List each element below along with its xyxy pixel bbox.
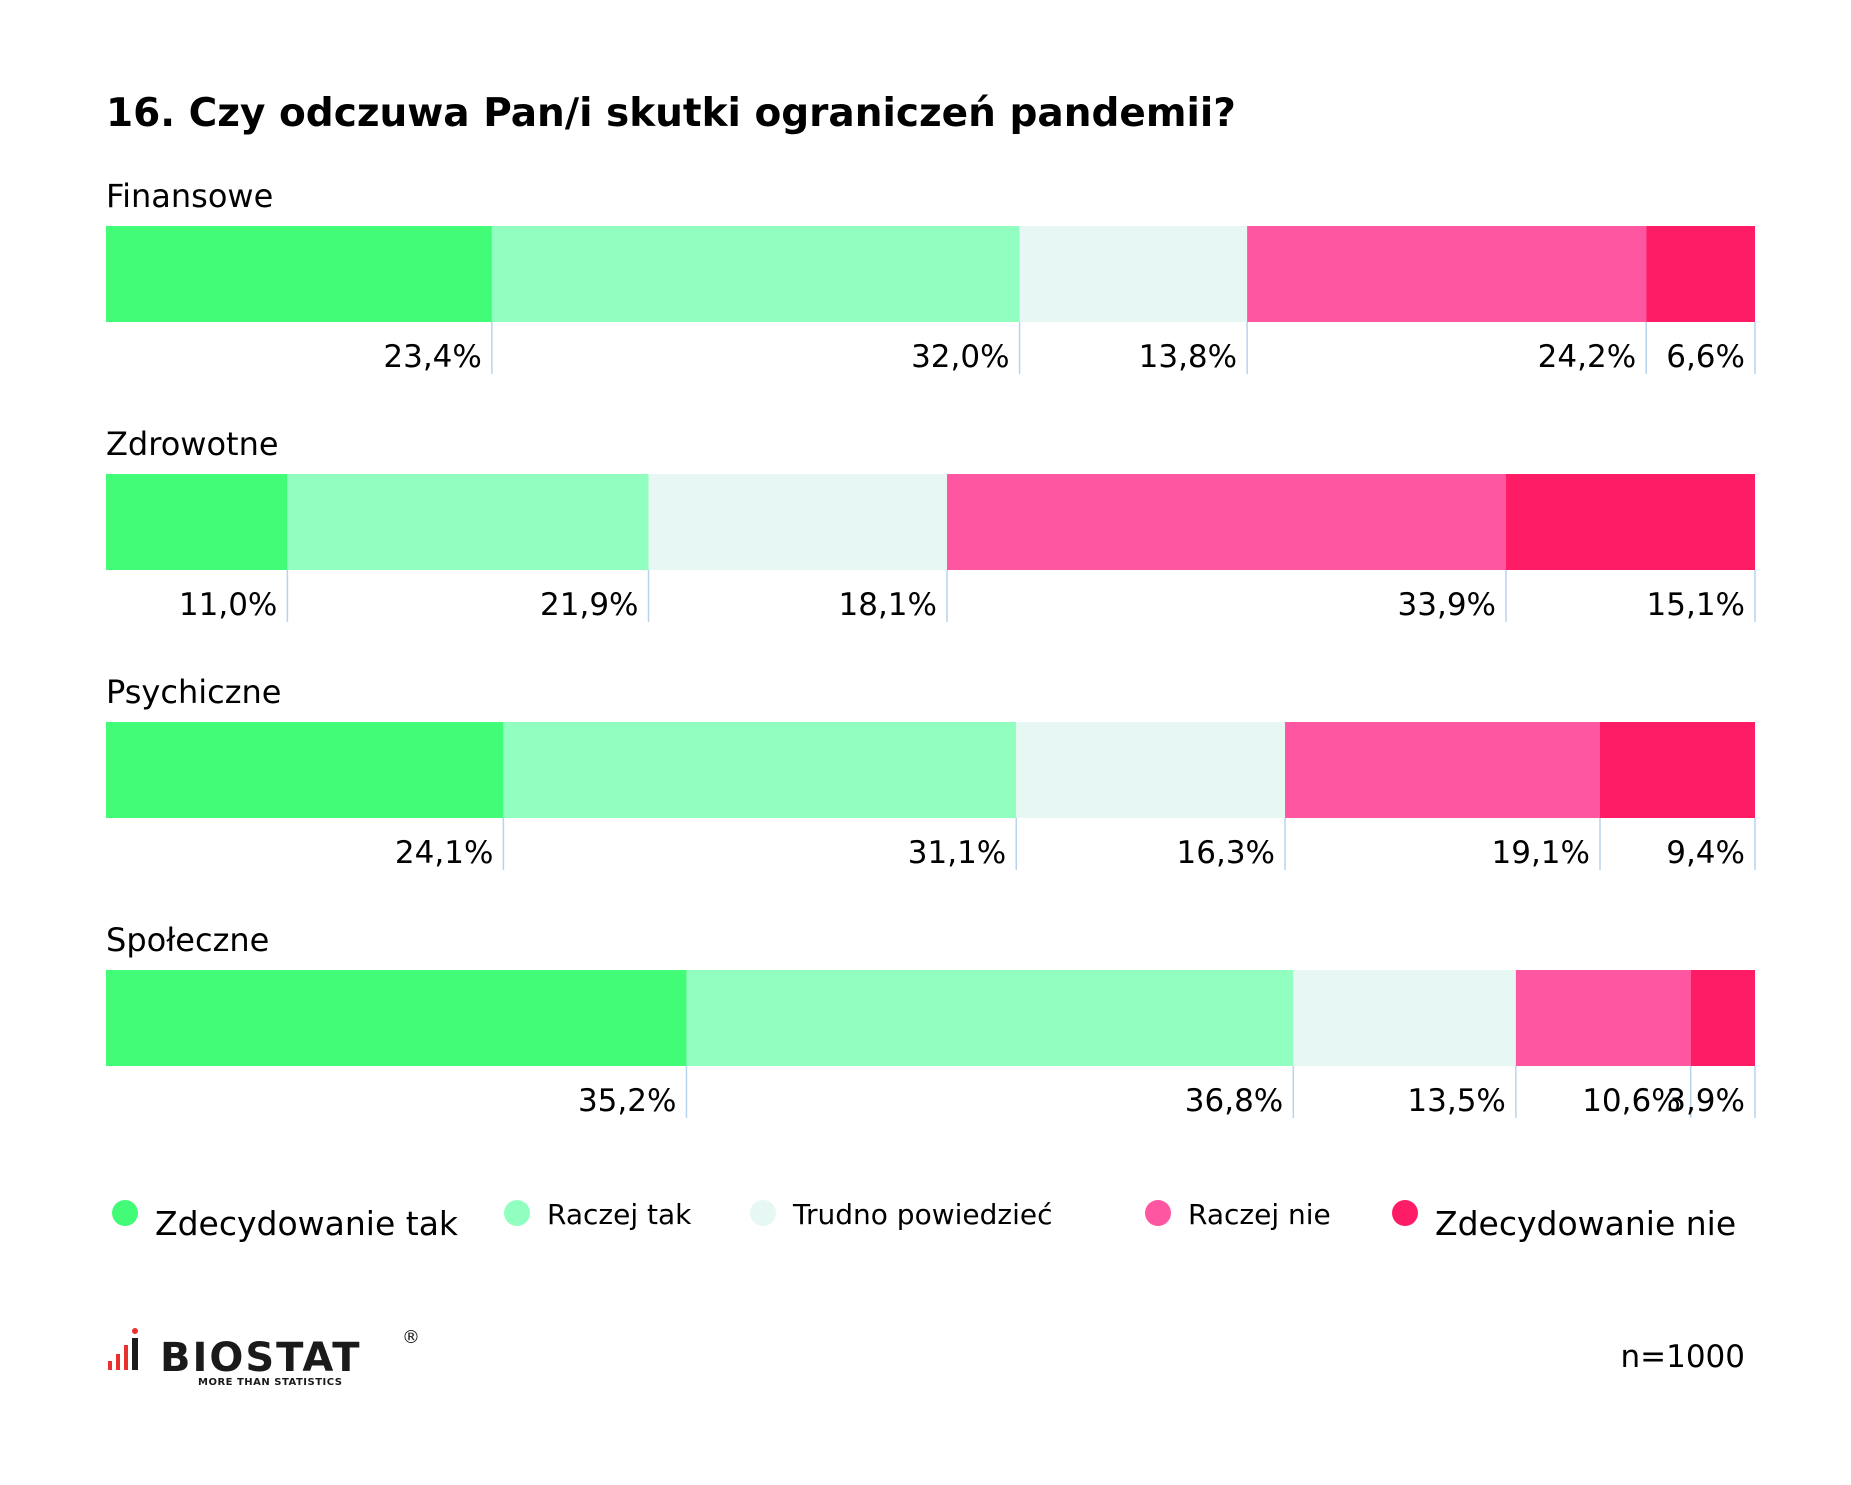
value-label: 16,3% — [1177, 835, 1275, 871]
logo-registered-mark: ® — [402, 1327, 420, 1348]
bar-segment — [106, 474, 288, 570]
bar-segment — [1506, 474, 1755, 570]
legend-label: Trudno powiedzieć — [792, 1198, 1052, 1231]
category-label: Psychiczne — [106, 673, 281, 711]
bar-segment — [1690, 970, 1755, 1066]
legend-label: Raczej tak — [547, 1198, 692, 1231]
bar-segment — [686, 970, 1294, 1066]
bar-segment — [1247, 226, 1647, 322]
logo-bars-icon — [108, 1328, 138, 1370]
value-label: 21,9% — [540, 587, 638, 623]
bar-segment — [648, 474, 947, 570]
legend-swatch — [112, 1200, 138, 1226]
legend-label: Raczej nie — [1188, 1198, 1331, 1231]
legend-swatch — [504, 1200, 530, 1226]
value-label: 33,9% — [1398, 587, 1496, 623]
bar-segment — [287, 474, 649, 570]
bar-segment — [1019, 226, 1248, 322]
bar-segment — [491, 226, 1020, 322]
value-label: 10,6% — [1582, 1083, 1680, 1119]
value-label: 24,1% — [395, 835, 493, 871]
value-label: 9,4% — [1666, 835, 1745, 871]
bar-segment — [1285, 722, 1600, 818]
category-label: Społeczne — [106, 921, 269, 959]
value-label: 13,8% — [1139, 339, 1237, 375]
bar-segment — [503, 722, 1017, 818]
logo-tagline: MORE THAN STATISTICS — [198, 1377, 342, 1388]
value-label: 23,4% — [383, 339, 481, 375]
value-label: 11,0% — [179, 587, 277, 623]
category-label: Zdrowotne — [106, 425, 279, 463]
value-label: 24,2% — [1538, 339, 1636, 375]
value-label: 31,1% — [908, 835, 1006, 871]
value-label: 19,1% — [1492, 835, 1590, 871]
bar-segment — [1016, 722, 1286, 818]
bar-segment — [106, 722, 504, 818]
bar-segment — [1293, 970, 1516, 1066]
biostat-logo: BIOSTAT ® MORE THAN STATISTICS — [108, 1327, 420, 1388]
category-label: Finansowe — [106, 177, 273, 215]
chart-title: 16. Czy odczuwa Pan/i skutki ograniczeń … — [106, 91, 1236, 136]
sample-size-label: n=1000 — [1620, 1339, 1745, 1375]
logo-text: BIOSTAT — [160, 1335, 362, 1381]
bar-segment — [946, 474, 1506, 570]
bars-layer: Finansowe 23,4% 32,0% 13,8% 24,2% 6,6% Zdrowot… — [106, 177, 1756, 1119]
value-label: 32,0% — [911, 339, 1009, 375]
legend-label: Zdecydowanie nie — [1435, 1204, 1736, 1243]
bar-segment — [106, 226, 492, 322]
value-label: 35,2% — [578, 1083, 676, 1119]
legend-swatch — [1145, 1200, 1171, 1226]
bar-segment — [106, 970, 687, 1066]
value-label: 15,1% — [1647, 587, 1745, 623]
bar-segment — [1646, 226, 1755, 322]
bar-segment — [1599, 722, 1755, 818]
bar-segment — [1515, 970, 1691, 1066]
legend-swatch — [1392, 1200, 1418, 1226]
legend-swatch — [750, 1200, 776, 1226]
value-label: 3,9% — [1666, 1083, 1745, 1119]
value-label: 6,6% — [1666, 339, 1745, 375]
value-label: 13,5% — [1407, 1083, 1505, 1119]
value-label: 18,1% — [839, 587, 937, 623]
legend: Zdecydowanie tak Raczej tak Trudno powiedz… — [112, 1198, 1736, 1243]
legend-label: Zdecydowanie tak — [155, 1204, 459, 1243]
value-label: 36,8% — [1185, 1083, 1283, 1119]
